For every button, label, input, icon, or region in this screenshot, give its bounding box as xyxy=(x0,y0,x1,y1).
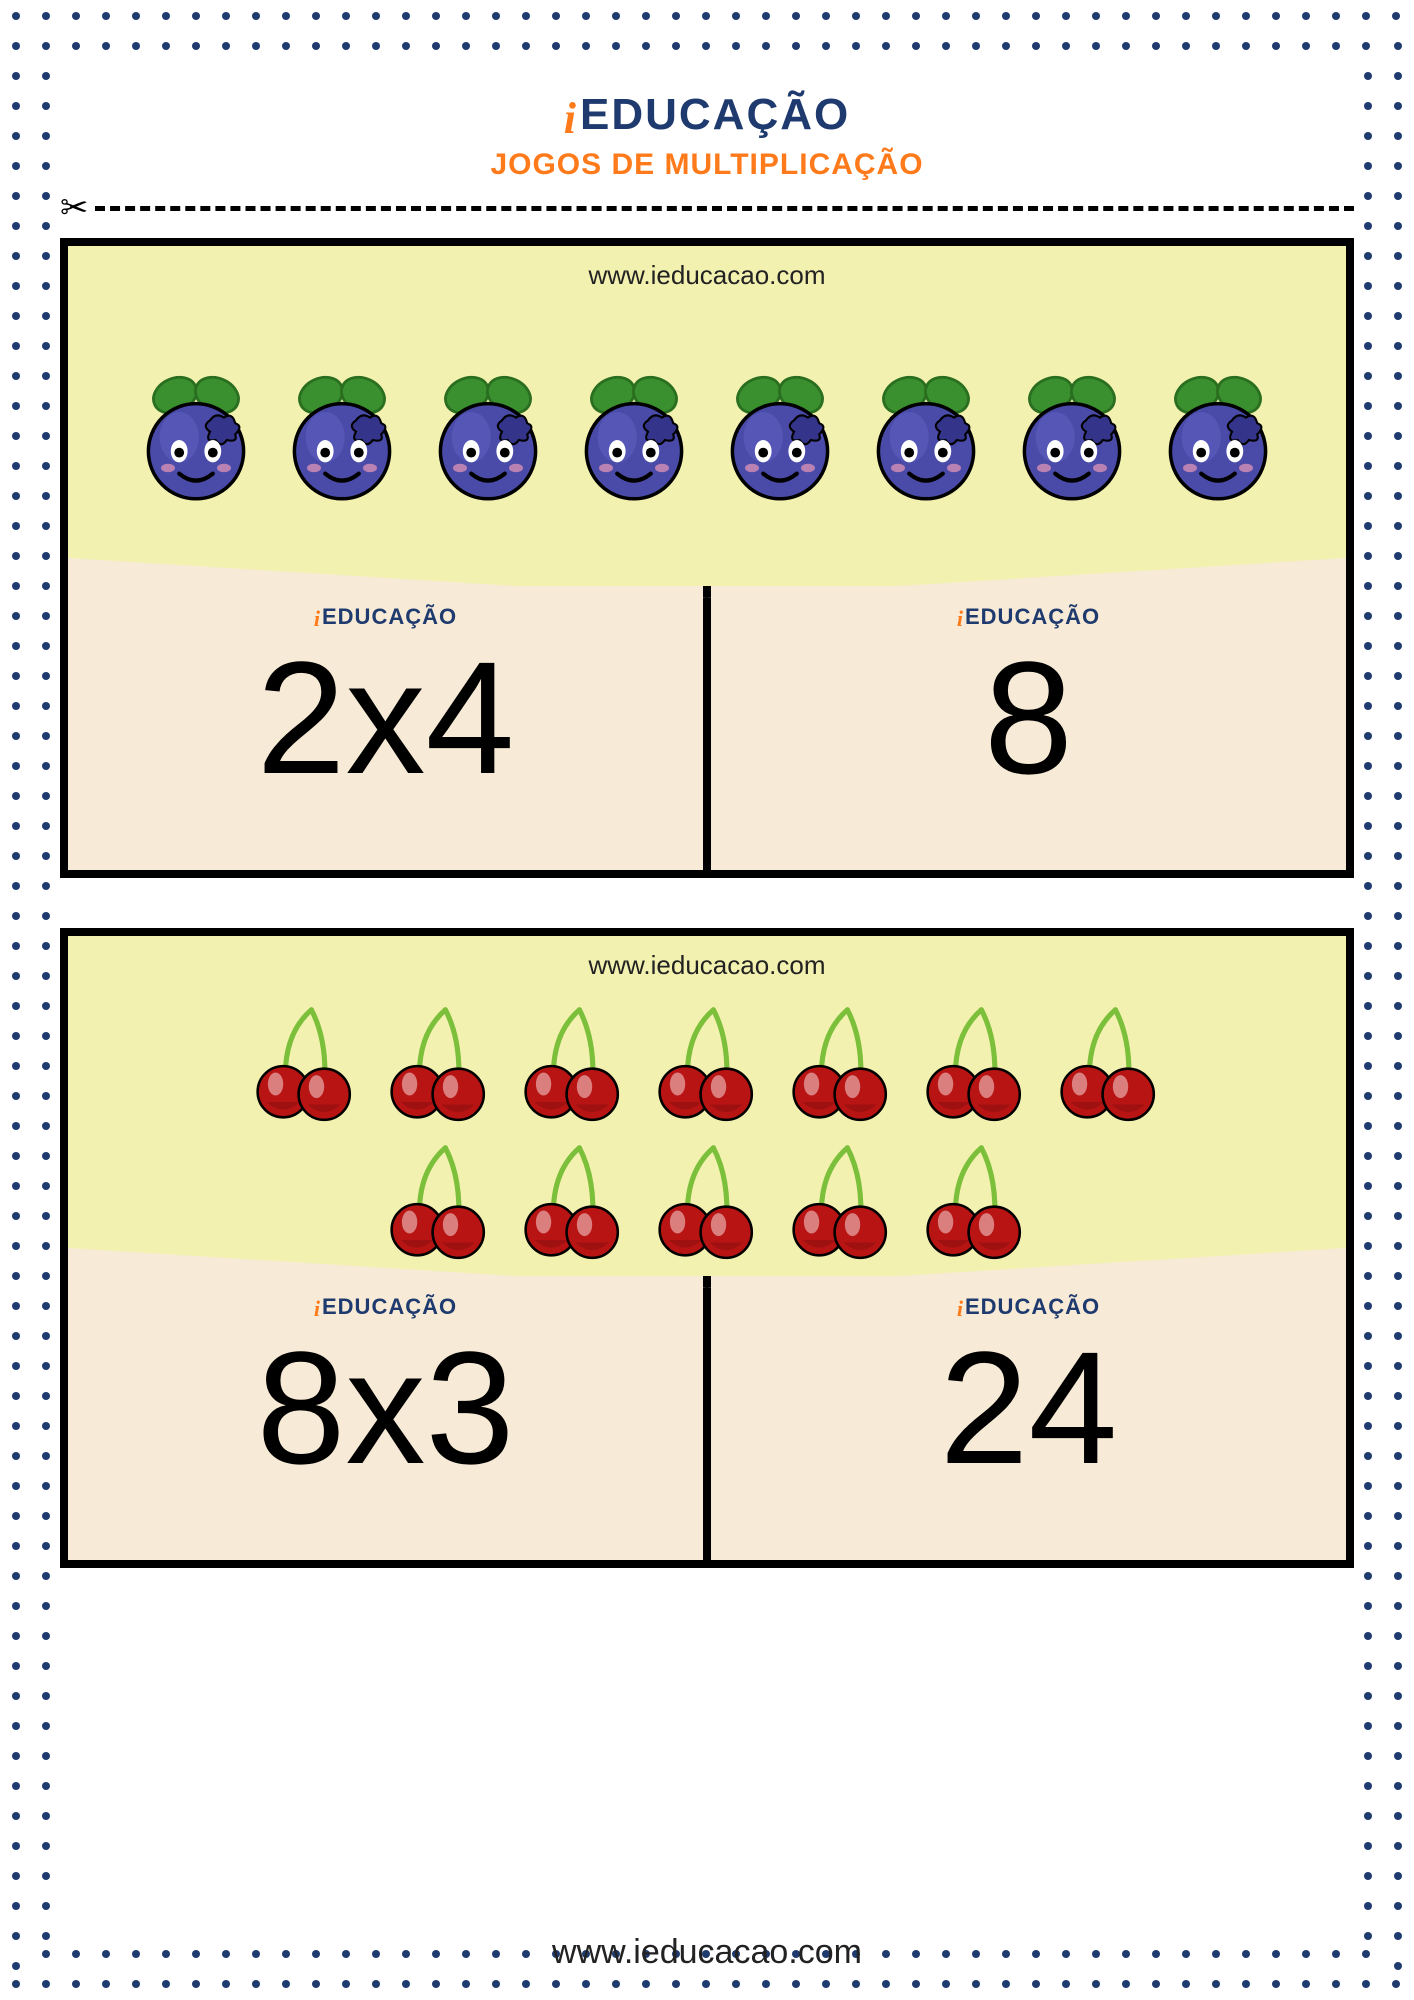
cherry-icon xyxy=(241,997,369,1125)
mini-logo: iEDUCAÇÃO xyxy=(957,1294,1100,1320)
cherry-icon xyxy=(509,997,637,1125)
multiplication-card: www.ieducacao.com xyxy=(60,928,1354,1568)
cherry-icon xyxy=(911,997,1039,1125)
logo-i-icon: i xyxy=(957,1298,963,1320)
fruit-area xyxy=(68,994,1346,1266)
cherry-icon xyxy=(1045,997,1173,1125)
answer-half: iEDUCAÇÃO 8 xyxy=(703,586,1346,870)
mini-logo: iEDUCAÇÃO xyxy=(314,604,457,630)
logo-text: EDUCAÇÃO xyxy=(965,1294,1100,1320)
footer-url: www.ieducacao.com xyxy=(0,1933,1414,1972)
brand-logo: i EDUCAÇÃO xyxy=(490,90,923,140)
equation-text: 8x3 xyxy=(257,1328,515,1488)
blueberry-icon xyxy=(272,370,412,510)
equation-half: iEDUCAÇÃO 2x4 xyxy=(68,586,703,870)
fruit-area xyxy=(68,304,1346,576)
card-url: www.ieducacao.com xyxy=(68,260,1346,291)
cherry-icon xyxy=(375,1135,503,1263)
logo-i-icon: i xyxy=(314,1298,320,1320)
header: i EDUCAÇÃO JOGOS DE MULTIPLICAÇÃO xyxy=(490,90,923,182)
fruit-row xyxy=(68,1135,1346,1263)
blueberry-icon xyxy=(564,370,704,510)
blueberry-icon xyxy=(1002,370,1142,510)
logo-i-icon: i xyxy=(564,97,576,141)
fruit-row xyxy=(68,997,1346,1125)
logo-text: EDUCAÇÃO xyxy=(322,1294,457,1320)
cherry-icon xyxy=(643,1135,771,1263)
equation-text: 2x4 xyxy=(257,638,515,798)
equation-half: iEDUCAÇÃO 8x3 xyxy=(68,1276,703,1560)
mini-logo: iEDUCAÇÃO xyxy=(314,1294,457,1320)
blueberry-icon xyxy=(1148,370,1288,510)
mini-logo: iEDUCAÇÃO xyxy=(957,604,1100,630)
answer-text: 8 xyxy=(984,638,1073,798)
cherry-icon xyxy=(375,997,503,1125)
logo-i-icon: i xyxy=(314,608,320,630)
fruit-row xyxy=(68,370,1346,510)
logo-text: EDUCAÇÃO xyxy=(965,604,1100,630)
logo-i-icon: i xyxy=(957,608,963,630)
card-top: www.ieducacao.com xyxy=(68,936,1346,1276)
multiplication-card: www.ieducacao.com xyxy=(60,238,1354,878)
scissors-icon: ✂ xyxy=(60,188,89,228)
blueberry-icon xyxy=(418,370,558,510)
cherry-icon xyxy=(509,1135,637,1263)
page-content: i EDUCAÇÃO JOGOS DE MULTIPLICAÇÃO ✂ www.… xyxy=(60,60,1354,1940)
dashed-line xyxy=(95,206,1355,211)
card-top: www.ieducacao.com xyxy=(68,246,1346,586)
logo-text: EDUCAÇÃO xyxy=(322,604,457,630)
answer-text: 24 xyxy=(940,1328,1118,1488)
blueberry-icon xyxy=(710,370,850,510)
page-subtitle: JOGOS DE MULTIPLICAÇÃO xyxy=(490,148,923,182)
cut-line: ✂ xyxy=(60,188,1354,228)
answer-half: iEDUCAÇÃO 24 xyxy=(703,1276,1346,1560)
blueberry-icon xyxy=(126,370,266,510)
cherry-icon xyxy=(643,997,771,1125)
card-url: www.ieducacao.com xyxy=(68,950,1346,981)
card-bottom: iEDUCAÇÃO2x4iEDUCAÇÃO8 xyxy=(68,586,1346,870)
blueberry-icon xyxy=(856,370,996,510)
cards-container: www.ieducacao.com xyxy=(60,238,1354,1568)
cherry-icon xyxy=(911,1135,1039,1263)
cherry-icon xyxy=(777,997,905,1125)
card-bottom: iEDUCAÇÃO8x3iEDUCAÇÃO24 xyxy=(68,1276,1346,1560)
cherry-icon xyxy=(777,1135,905,1263)
logo-text: EDUCAÇÃO xyxy=(580,90,850,140)
